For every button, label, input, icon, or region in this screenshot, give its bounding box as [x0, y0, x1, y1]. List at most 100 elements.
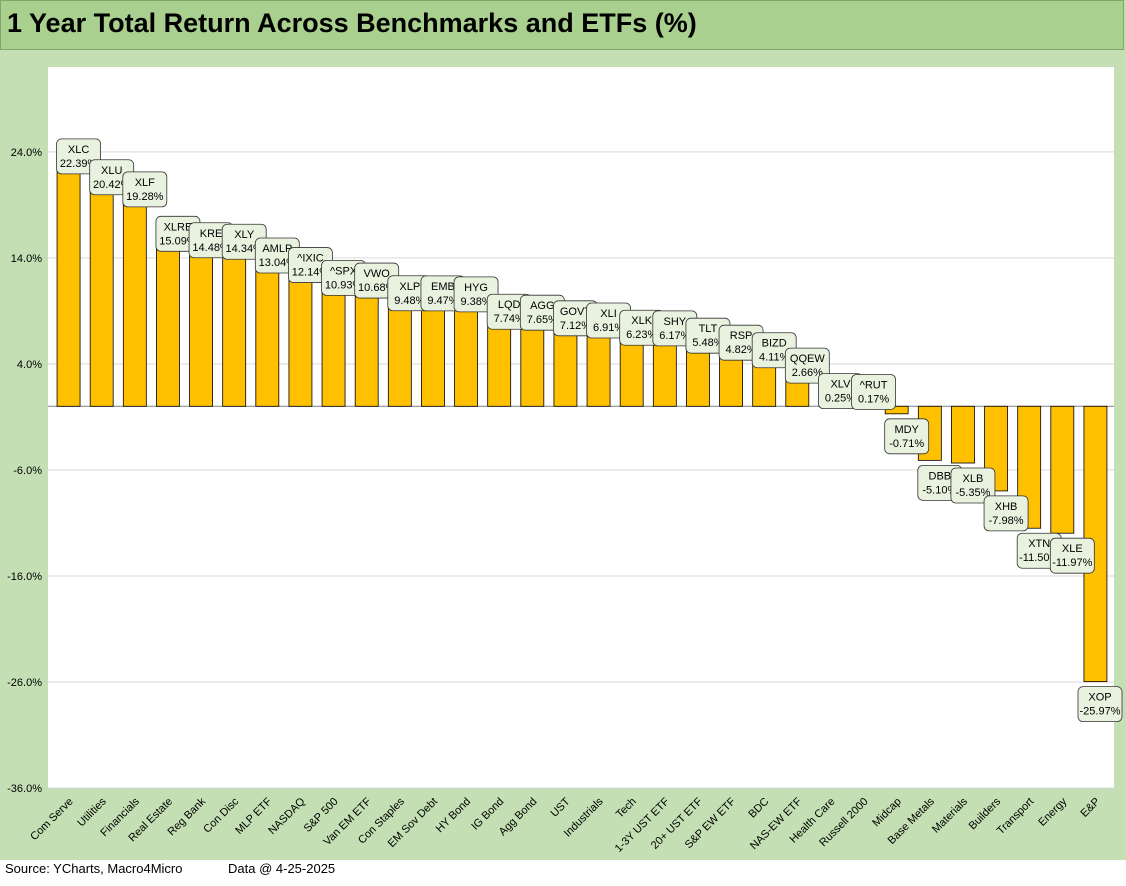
value-label: 9.38% — [460, 296, 491, 308]
value-label: 20.42% — [93, 179, 131, 191]
value-label: 6.17% — [659, 330, 690, 342]
bars — [56, 168, 1108, 683]
value-label: 4.11% — [759, 352, 790, 364]
ticker-label: XLK — [631, 315, 652, 327]
bar — [454, 306, 478, 407]
value-label: 12.14% — [292, 267, 330, 279]
category-label: E&P — [1079, 796, 1103, 820]
value-label: 13.04% — [259, 257, 297, 269]
value-label: 6.23% — [626, 329, 657, 341]
value-label: 22.39% — [60, 158, 98, 170]
ticker-label: QQEW — [790, 353, 825, 365]
data-label: XLB -5.35% — [950, 467, 996, 504]
data-label: ^RUT 0.17% — [851, 374, 896, 410]
category-label: NASDAQ — [266, 795, 308, 837]
bar — [686, 347, 710, 407]
value-label: 7.12% — [560, 320, 591, 332]
bar — [89, 189, 114, 407]
value-label: 7.74% — [494, 313, 525, 325]
value-label: -5.35% — [956, 487, 991, 499]
value-label: 19.28% — [126, 191, 164, 203]
value-label: 14.48% — [192, 242, 230, 254]
data-label-box — [1049, 537, 1095, 574]
bar — [189, 252, 213, 407]
value-label: 5.48% — [692, 337, 723, 349]
y-tick-label: 4.0% — [17, 359, 42, 371]
data-label-box — [884, 418, 930, 455]
value-label: -0.71% — [889, 438, 924, 450]
bar — [586, 332, 611, 407]
bar — [1050, 405, 1075, 534]
ticker-label: XHB — [995, 501, 1018, 513]
category-label: Com Serve — [28, 796, 75, 843]
y-tick-label: -16.0% — [7, 571, 42, 583]
data-label: XHB -7.98% — [983, 495, 1029, 532]
ticker-label: LQD — [498, 299, 521, 311]
data-label-box — [122, 171, 168, 208]
ticker-label: XLY — [234, 229, 255, 241]
data-labels: XLC 22.39%XLU 20.42% XLF 19.28% XLRE 15.09%KRE… — [56, 138, 1123, 723]
value-label: 9.48% — [394, 295, 425, 307]
data-label-box — [983, 495, 1029, 532]
category-label: Energy — [1036, 795, 1069, 828]
y-tick-label: -6.0% — [13, 465, 42, 477]
chart-title: 1 Year Total Return Across Benchmarks an… — [7, 8, 697, 38]
ticker-label: XLE — [1062, 543, 1083, 555]
ticker-label: SHY — [664, 316, 687, 328]
title-bar: 1 Year Total Return Across Benchmarks an… — [0, 0, 1124, 50]
ticker-label: VWO — [364, 268, 391, 280]
source-note: Source: YCharts, Macro4Micro — [5, 861, 183, 876]
data-label: MDY -0.71% — [884, 418, 930, 455]
ticker-label: ^RUT — [860, 379, 888, 391]
ticker-label: ^IXIC — [297, 253, 324, 265]
bar — [421, 305, 445, 407]
value-label: 9.47% — [427, 295, 458, 307]
ticker-label: XLC — [68, 144, 89, 156]
value-label: 2.66% — [792, 367, 823, 379]
footer: Source: YCharts, Macro4Micro Data @ 4-25… — [0, 861, 1126, 886]
value-label: 0.25% — [825, 393, 856, 405]
ticker-label: RSP — [730, 330, 753, 342]
value-label: -25.97% — [1080, 706, 1121, 718]
category-label: Materials — [930, 795, 970, 835]
bar — [619, 339, 644, 407]
bar-chart: 24.0% 14.0% 4.0% -6.0% -16.0% -26.0% -36.0% XL… — [7, 67, 1123, 855]
data-label: VWO 10.68% — [354, 262, 400, 299]
ticker-label: AMLP — [262, 243, 292, 255]
bar — [122, 201, 147, 407]
ticker-label: BIZD — [762, 338, 787, 350]
bar — [719, 354, 743, 407]
bar — [56, 168, 81, 407]
bar — [255, 267, 280, 407]
value-label: 15.09% — [159, 235, 197, 247]
ticker-label: XOP — [1088, 692, 1111, 704]
ticker-label: XLB — [963, 473, 984, 485]
value-label: 10.93% — [325, 279, 363, 291]
bar — [321, 290, 346, 407]
ticker-label: HYG — [464, 282, 488, 294]
data-date-note: Data @ 4-25-2025 — [228, 861, 336, 876]
y-axis-ticks: 24.0% 14.0% 4.0% -6.0% -16.0% -26.0% -36.0% — [7, 147, 42, 795]
ticker-label: AGG — [530, 300, 554, 312]
bar — [387, 305, 412, 407]
ticker-label: GOVT — [560, 306, 591, 318]
category-label: Transport — [995, 796, 1036, 837]
ticker-label: XLI — [600, 308, 617, 320]
value-label: 4.82% — [725, 344, 756, 356]
y-tick-label: 14.0% — [11, 253, 42, 265]
bar — [354, 292, 379, 407]
bar — [884, 405, 909, 415]
bar — [487, 323, 512, 407]
category-label: Tech — [614, 796, 639, 821]
data-label: QQEW 2.66% — [784, 347, 830, 384]
data-label-box — [1077, 686, 1123, 723]
data-label-box — [851, 374, 896, 410]
value-label: -11.97% — [1052, 557, 1092, 569]
data-label: XLE -11.97% — [1049, 537, 1095, 574]
bar — [553, 330, 578, 407]
category-label: BDC — [746, 796, 771, 821]
ticker-label: TLT — [699, 323, 718, 335]
category-label: HY Bond — [434, 796, 473, 835]
ticker-label: KRE — [200, 228, 223, 240]
